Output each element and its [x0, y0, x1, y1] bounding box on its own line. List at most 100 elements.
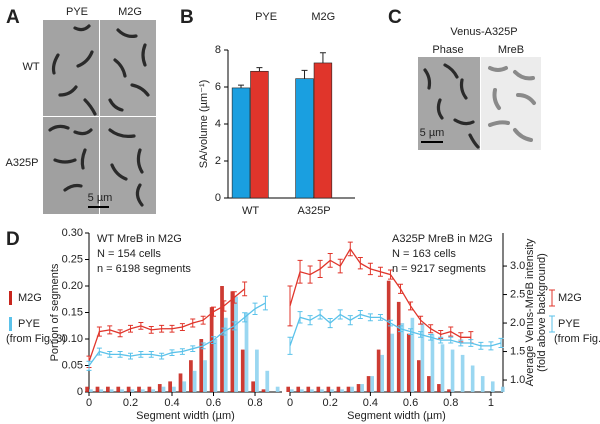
histogram-bar: [326, 386, 331, 392]
error-bar: [458, 339, 464, 347]
error-bar: [428, 333, 434, 341]
histogram-bar: [356, 384, 361, 392]
error-bar: [498, 337, 504, 349]
histogram-bar: [376, 349, 381, 392]
y-tick-label: 0.10: [62, 333, 83, 345]
histogram-bar: [490, 381, 495, 392]
error-bar: [478, 341, 484, 350]
error-bar: [367, 262, 373, 276]
legend-label: PYE: [18, 318, 40, 330]
histogram-bar: [157, 384, 162, 392]
histogram-bar: [182, 381, 187, 392]
error-bar: [317, 259, 323, 278]
legend-glyph: [549, 289, 555, 307]
y2-tick-label: 1.0: [510, 374, 525, 386]
intensity-line: [289, 313, 502, 347]
y-tick-label: 0.20: [62, 280, 83, 292]
error-bar: [287, 285, 293, 327]
legend-label: M2G: [558, 292, 582, 304]
y-tick-label: 0: [215, 192, 221, 204]
histogram-bar: [296, 386, 301, 392]
histogram-bar: [255, 349, 259, 392]
error-bar: [319, 52, 326, 63]
error-bar: [377, 313, 383, 321]
intensity-line: [88, 302, 266, 367]
error-bar: [317, 309, 323, 320]
histogram-bar: [120, 389, 124, 392]
x-tick-label: 0.2: [123, 397, 138, 409]
error-bar: [357, 257, 363, 270]
histogram-bar: [192, 370, 197, 392]
column-label: MreB: [498, 44, 524, 56]
annotation: n = 9217 segments: [392, 263, 486, 275]
x-tick-label: 0.4: [363, 397, 378, 409]
histogram-bar: [360, 384, 364, 392]
histogram-bar: [430, 333, 435, 392]
error-bar: [448, 326, 454, 337]
error-bar: [337, 258, 343, 274]
x-tick-label: 0.8: [443, 397, 458, 409]
histogram-bar: [172, 386, 176, 392]
error-bar: [96, 326, 102, 337]
histogram-bar: [178, 373, 183, 392]
error-bar: [179, 348, 185, 355]
histogram-bar: [480, 376, 485, 392]
y-tick-label: 0.05: [62, 359, 83, 371]
legend-glyph: [9, 291, 12, 305]
x-tick-label: 1: [488, 397, 494, 409]
error-bar: [159, 352, 165, 360]
error-bar: [107, 325, 113, 335]
x-tick-label: 0: [86, 397, 92, 409]
error-bar: [190, 345, 196, 353]
x-tick-label: 0.6: [206, 397, 221, 409]
error-bar: [398, 283, 404, 294]
error-bar: [138, 351, 144, 358]
histogram-bar: [286, 386, 290, 392]
legend-note: (from Fig. 3): [554, 333, 600, 345]
error-bar: [200, 315, 206, 325]
error-bar: [159, 324, 165, 333]
y2-tick-label: 3.0: [510, 260, 525, 272]
error-bar: [242, 312, 248, 323]
histogram-bar: [386, 280, 391, 392]
error-bar: [357, 310, 363, 319]
histogram-bar: [240, 349, 245, 392]
histogram-bar: [440, 344, 445, 392]
legend-label: PYE: [558, 318, 580, 330]
annotation: A325P MreB in M2G: [392, 233, 493, 245]
error-bar: [428, 324, 434, 334]
histogram-bar: [310, 389, 314, 392]
histogram-bar: [151, 389, 155, 392]
error-bar: [287, 336, 293, 355]
error-bar: [387, 319, 393, 327]
error-bar: [117, 329, 123, 338]
histogram-bar: [500, 386, 505, 392]
scale-bar-label: 5 µm: [88, 192, 113, 204]
legend-label: M2G: [311, 11, 335, 23]
x-tick-label: 0.2: [323, 397, 338, 409]
legend-glyph: [549, 315, 555, 333]
histogram-bar: [366, 376, 371, 392]
error-bar: [107, 351, 113, 358]
histogram-bar: [470, 365, 475, 392]
histogram-bar: [290, 389, 294, 392]
error-bar: [377, 266, 383, 277]
histogram-bar: [161, 386, 166, 392]
y-tick-label: 0.15: [62, 306, 83, 318]
histogram-bar: [109, 389, 114, 392]
panel-label: C: [388, 7, 402, 28]
error-bar: [367, 313, 373, 322]
histogram-bar: [199, 339, 204, 392]
histogram-bar: [147, 386, 152, 392]
error-bar: [117, 351, 123, 358]
histogram-bar: [230, 291, 235, 392]
legend-glyph: [9, 317, 12, 331]
histogram-bar: [370, 376, 374, 392]
histogram-bar: [116, 386, 121, 392]
error-bar: [307, 265, 313, 284]
histogram-bar: [265, 370, 270, 392]
histogram-bar: [223, 317, 228, 392]
x-tick-label: WT: [242, 205, 259, 217]
histogram-bar: [85, 386, 89, 392]
error-bar: [231, 291, 237, 304]
